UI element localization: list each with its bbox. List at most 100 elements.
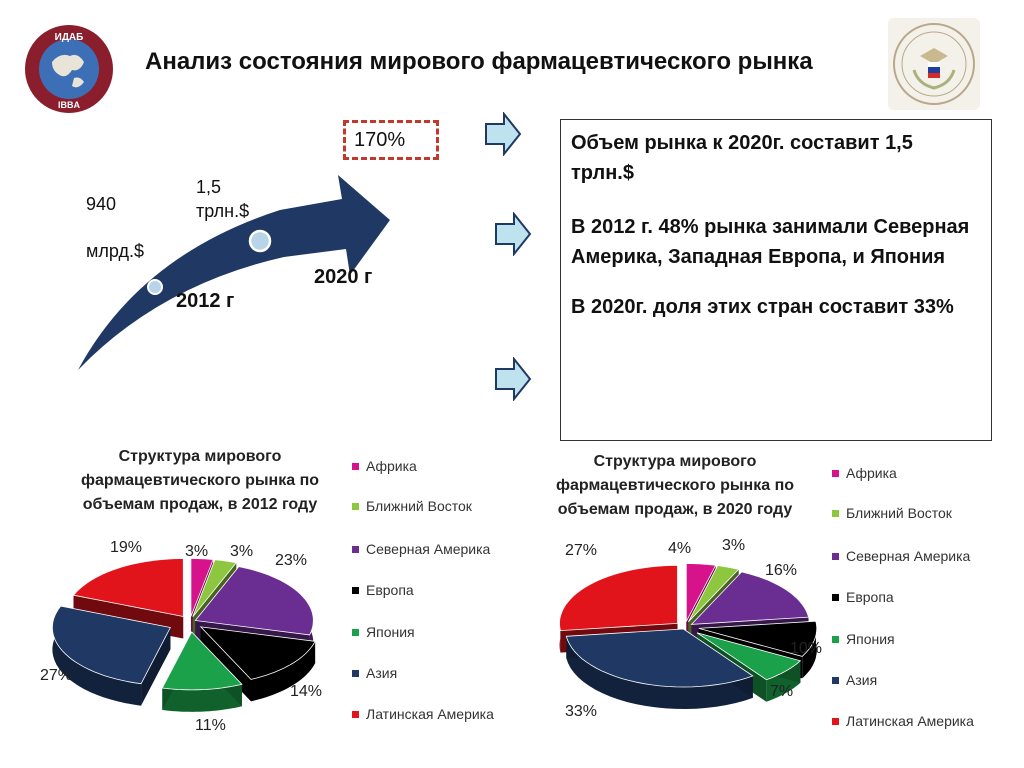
pie-slice-side-япония bbox=[162, 684, 242, 712]
legend-label: Ближний Восток bbox=[846, 505, 952, 521]
pie-data-label-северная-америка: 16% bbox=[765, 562, 798, 579]
pie-chart-2012 bbox=[51, 558, 316, 712]
pie-slice-африка bbox=[685, 563, 717, 622]
legend-label: Африка bbox=[366, 458, 417, 474]
legend-swatch bbox=[352, 629, 359, 636]
legend-item-европа: Европа bbox=[832, 589, 986, 606]
bullet-arrow-icon bbox=[485, 112, 522, 156]
pie-data-label-япония: 11% bbox=[195, 717, 226, 734]
pie-chart-2020 bbox=[559, 563, 818, 709]
legend-swatch bbox=[832, 470, 839, 477]
pie-slice-европа bbox=[199, 626, 316, 680]
start-point-marker bbox=[147, 279, 163, 295]
pie-slice-северная-америка bbox=[194, 566, 314, 636]
legend-item-европа: Европа bbox=[352, 582, 506, 599]
legend-swatch bbox=[832, 636, 839, 643]
pie-slice-азия bbox=[565, 628, 754, 688]
pie-slice-европа bbox=[698, 620, 818, 657]
pie-data-label-азия: 27% bbox=[40, 667, 73, 684]
pie-data-label-северная-америка: 23% bbox=[275, 552, 308, 569]
logo-left-text-bottom: IBBA bbox=[58, 100, 80, 110]
legend-label: Латинская Америка bbox=[846, 713, 974, 729]
chart-2020-legend: Африка Ближний Восток Северная Америка Евро… bbox=[832, 465, 1002, 755]
chart-2020-title: Структура мирового фармацевтического рын… bbox=[555, 453, 795, 518]
legend-item-латинская-америка: Латинская Америка bbox=[832, 713, 986, 730]
pie-slice-ближний-восток bbox=[192, 559, 237, 617]
legend-swatch bbox=[352, 711, 359, 718]
legend-swatch bbox=[832, 677, 839, 684]
legend-swatch bbox=[832, 718, 839, 725]
pie-slice-северная-америка bbox=[690, 571, 810, 625]
legend-item-япония: Япония bbox=[352, 624, 506, 641]
legend-item-азия: Азия bbox=[352, 665, 506, 682]
legend-label: Европа bbox=[846, 589, 894, 605]
chart-2012-title: Структура мирового фармацевтического рын… bbox=[80, 448, 320, 513]
legend-label: Япония bbox=[846, 631, 895, 647]
legend-item-азия: Азия bbox=[832, 672, 986, 689]
pie-data-label-ближний-восток: 3% bbox=[230, 543, 254, 560]
info-text-1: Объем рынка к 2020г. составит 1,5 трлн.$ bbox=[571, 132, 913, 184]
legend-item-ближний-восток: Ближний Восток bbox=[352, 498, 506, 515]
pie-data-label-азия: 33% bbox=[565, 703, 598, 720]
legend-label: Япония bbox=[366, 624, 415, 640]
info-text-2: В 2012 г. 48% рынка занимали Северная Ам… bbox=[571, 216, 970, 268]
chart-2012-legend: Африка Ближний Восток Северная Америка Евро… bbox=[352, 458, 512, 748]
legend-item-африка: Африка bbox=[352, 458, 506, 475]
legend-label: Азия bbox=[846, 672, 878, 688]
pie-slice-латинская-америка bbox=[559, 564, 678, 632]
legend-label: Северная Америка bbox=[846, 548, 971, 564]
legend-item-африка: Африка bbox=[832, 465, 986, 482]
start-value-number: 940 bbox=[86, 194, 117, 214]
legend-swatch bbox=[832, 594, 839, 601]
university-seal-logo bbox=[888, 18, 980, 110]
page-title: Анализ состояния мирового фармацевтическ… bbox=[145, 48, 813, 75]
legend-item-ближний-восток: Ближний Восток bbox=[832, 505, 986, 522]
pie-slice-side-европа bbox=[802, 621, 817, 679]
end-value-unit: трлн.$ bbox=[196, 201, 250, 221]
legend-label: Европа bbox=[366, 582, 414, 598]
legend-swatch bbox=[832, 510, 839, 517]
pie-data-label-европа: 14% bbox=[290, 683, 323, 700]
legend-label: Ближний Восток bbox=[366, 498, 472, 514]
pie-slice-азия bbox=[51, 605, 172, 685]
pie-data-label-африка: 3% bbox=[185, 543, 209, 560]
pie-slice-ближний-восток bbox=[688, 565, 740, 623]
pie-data-label-ближний-восток: 3% bbox=[722, 537, 746, 554]
bullet-arrow-icon bbox=[495, 357, 532, 401]
legend-swatch bbox=[352, 546, 359, 553]
idab-logo: ИДАБ IBBA bbox=[22, 22, 116, 116]
start-value-unit: млрд.$ bbox=[86, 241, 144, 261]
logo-left-text-top: ИДАБ bbox=[55, 32, 84, 43]
pie-data-label-латинская-америка: 27% bbox=[565, 542, 598, 559]
end-year-label: 2020 г bbox=[314, 266, 373, 288]
legend-label: Северная Америка bbox=[366, 541, 491, 557]
info-box: Объем рынка к 2020г. составит 1,5 трлн.$… bbox=[560, 119, 992, 441]
legend-swatch bbox=[832, 553, 839, 560]
end-point-marker bbox=[248, 229, 272, 253]
pie-data-label-европа: 10% bbox=[790, 640, 823, 657]
pie-slice-япония bbox=[696, 632, 802, 681]
legend-swatch bbox=[352, 670, 359, 677]
pie-slice-африка bbox=[190, 558, 214, 617]
legend-item-северная-америка: Северная Америка bbox=[352, 541, 506, 558]
bullet-arrow-icon bbox=[495, 212, 532, 256]
legend-item-япония: Япония bbox=[832, 631, 986, 648]
growth-percent-box: 170% bbox=[343, 120, 439, 160]
legend-label: Латинская Америка bbox=[366, 706, 494, 722]
legend-label: Азия bbox=[366, 665, 398, 681]
pie-data-label-япония: 7% bbox=[770, 683, 794, 700]
pie-slice-латинская-америка bbox=[72, 558, 184, 617]
growth-arrow bbox=[78, 175, 390, 370]
legend-item-северная-америка: Северная Америка bbox=[832, 548, 986, 565]
pie-data-label-латинская-америка: 19% bbox=[110, 539, 143, 556]
start-year-label: 2012 г bbox=[176, 290, 235, 312]
end-value-number: 1,5 bbox=[196, 177, 222, 197]
legend-item-латинская-америка: Латинская Америка bbox=[352, 706, 506, 723]
pie-data-label-африка: 4% bbox=[668, 540, 692, 557]
pie-slice-side-европа bbox=[251, 641, 316, 702]
legend-swatch bbox=[352, 503, 359, 510]
legend-label: Африка bbox=[846, 465, 897, 481]
legend-swatch bbox=[352, 587, 359, 594]
info-text-3: В 2020г. доля этих стран составит 33% bbox=[571, 296, 954, 318]
pie-slice-япония bbox=[161, 631, 243, 691]
